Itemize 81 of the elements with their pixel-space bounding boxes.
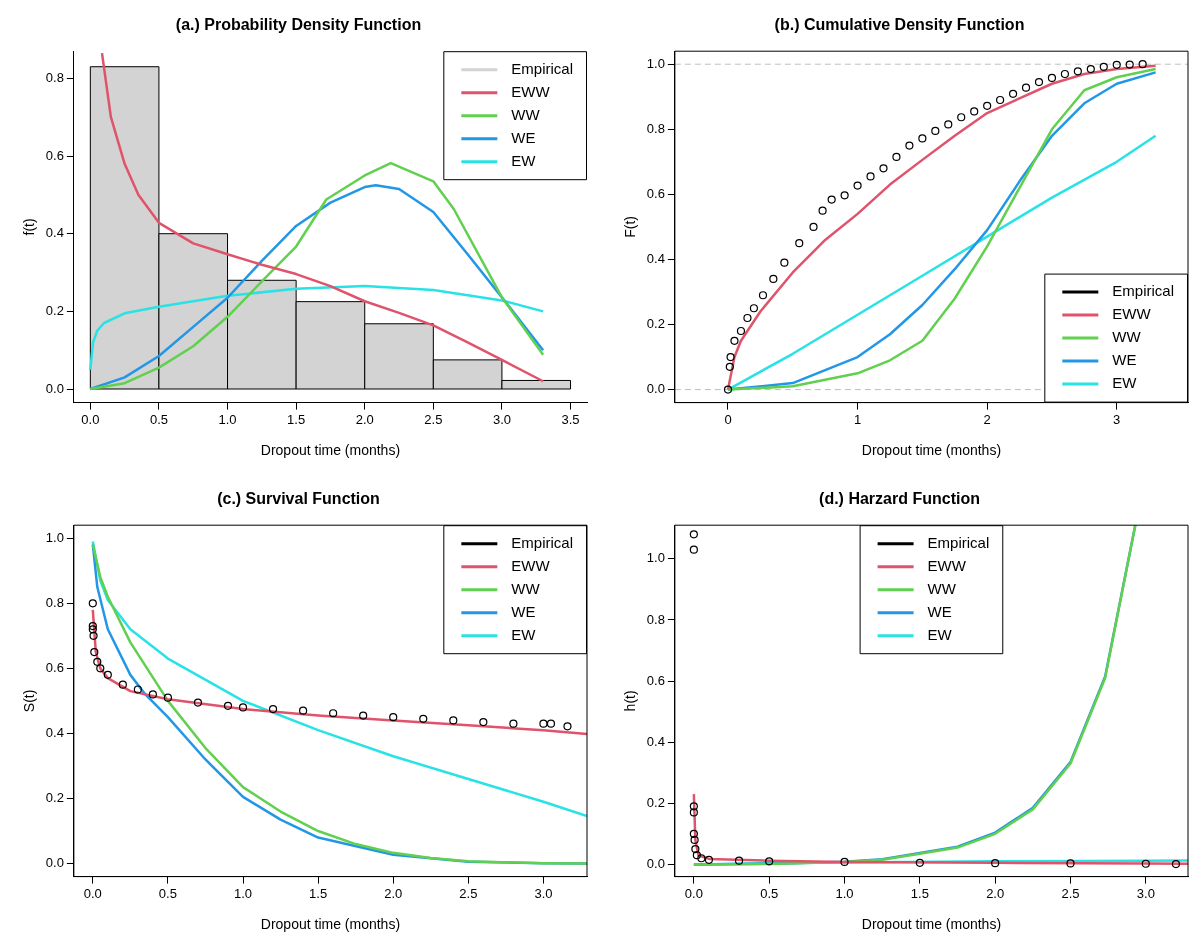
x-tick-label: 0.0	[684, 885, 703, 901]
legend-label: WW	[927, 579, 957, 597]
y-tick-label: 0.4	[45, 725, 64, 741]
legend-label: EWW	[511, 82, 551, 100]
x-tick-label: 0	[724, 411, 732, 427]
legend-label: EW	[511, 151, 537, 169]
x-tick-label: 2	[983, 411, 991, 427]
x-tick-label: 2.0	[355, 411, 374, 427]
chart-title: (b.) Cumulative Density Function	[774, 16, 1025, 34]
y-tick-label: 0.8	[45, 69, 64, 85]
legend-label: Empirical	[927, 533, 990, 551]
x-tick-label: 2.5	[424, 411, 443, 427]
x-tick-label: 3	[1113, 411, 1121, 427]
legend-label: WW	[511, 579, 541, 597]
x-tick-label: 3.5	[561, 411, 580, 427]
chart-title: (a.) Probability Density Function	[175, 16, 422, 34]
y-axis-title: h(t)	[622, 690, 639, 712]
chart-title: (d.) Harzard Function	[819, 490, 980, 508]
x-tick-label: 3.0	[492, 411, 511, 427]
y-axis-title: F(t)	[622, 216, 639, 238]
y-axis-title: f(t)	[21, 218, 38, 236]
y-tick-label: 0.2	[45, 302, 64, 318]
x-tick-label: 1.5	[287, 411, 306, 427]
y-tick-label: 0.8	[646, 120, 665, 136]
y-tick-label: 0.2	[646, 316, 665, 332]
y-tick-label: 0.0	[646, 855, 665, 871]
legend-label: WE	[927, 602, 952, 620]
legend-label: WW	[511, 105, 541, 123]
y-tick-label: 0.8	[45, 594, 64, 610]
y-tick-label: 0.4	[646, 251, 665, 267]
x-tick-label: 2.0	[986, 885, 1005, 901]
chart-title: (c.) Survival Function	[217, 490, 380, 508]
y-tick-label: 0.0	[45, 380, 64, 396]
legend-label: Empirical	[511, 533, 574, 551]
y-tick-label: 1.0	[646, 550, 665, 566]
y-tick-label: 0.0	[646, 381, 665, 397]
y-tick-label: 0.6	[45, 147, 64, 163]
y-tick-label: 0.8	[646, 611, 665, 627]
x-tick-label: 1.0	[233, 885, 253, 901]
x-tick-label: 1.0	[835, 885, 854, 901]
x-tick-label: 3.0	[1136, 885, 1155, 901]
y-tick-label: 0.4	[45, 225, 64, 241]
y-tick-label: 0.2	[45, 790, 64, 806]
y-tick-label: 1.0	[45, 529, 64, 545]
legend-label: EW	[1112, 374, 1138, 392]
x-axis-title: Dropout time (months)	[861, 442, 1002, 459]
x-tick-label: 1.0	[218, 411, 237, 427]
legend-label: Empirical	[1112, 282, 1175, 300]
legend-label: Empirical	[511, 59, 574, 77]
y-tick-label: 0.0	[45, 855, 64, 871]
y-tick-label: 0.6	[45, 659, 64, 675]
legend-label: WE	[511, 128, 536, 146]
x-tick-label: 2.5	[459, 885, 478, 901]
y-tick-label: 0.2	[646, 794, 665, 810]
x-tick-label: 3.0	[534, 885, 553, 901]
x-tick-label: 1.5	[910, 885, 929, 901]
y-tick-label: 1.0	[646, 55, 665, 71]
x-tick-label: 2.0	[384, 885, 403, 901]
x-tick-label: 0.5	[158, 885, 177, 901]
y-axis-title: S(t)	[21, 689, 38, 713]
y-tick-label: 0.6	[646, 185, 665, 201]
x-tick-label: 0.0	[81, 411, 100, 427]
x-tick-label: 1.5	[309, 885, 328, 901]
x-axis-title: Dropout time (months)	[260, 916, 401, 933]
x-tick-label: 1	[853, 411, 862, 427]
legend-label: EW	[511, 625, 537, 643]
x-tick-label: 2.5	[1061, 885, 1080, 901]
x-axis-title: Dropout time (months)	[260, 442, 401, 459]
legend-label: WE	[511, 602, 536, 620]
legend-label: EWW	[511, 556, 551, 574]
y-tick-label: 0.4	[646, 733, 665, 749]
legend-label: EW	[927, 625, 953, 643]
y-tick-label: 0.6	[646, 672, 665, 688]
x-tick-label: 0.0	[83, 885, 102, 901]
legend-label: WE	[1112, 351, 1137, 369]
legend-label: EWW	[1112, 305, 1152, 323]
x-tick-label: 0.5	[149, 411, 168, 427]
legend-label: WW	[1112, 328, 1142, 346]
x-axis-title: Dropout time (months)	[861, 916, 1002, 933]
legend-label: EWW	[927, 556, 967, 574]
x-tick-label: 0.5	[760, 885, 779, 901]
